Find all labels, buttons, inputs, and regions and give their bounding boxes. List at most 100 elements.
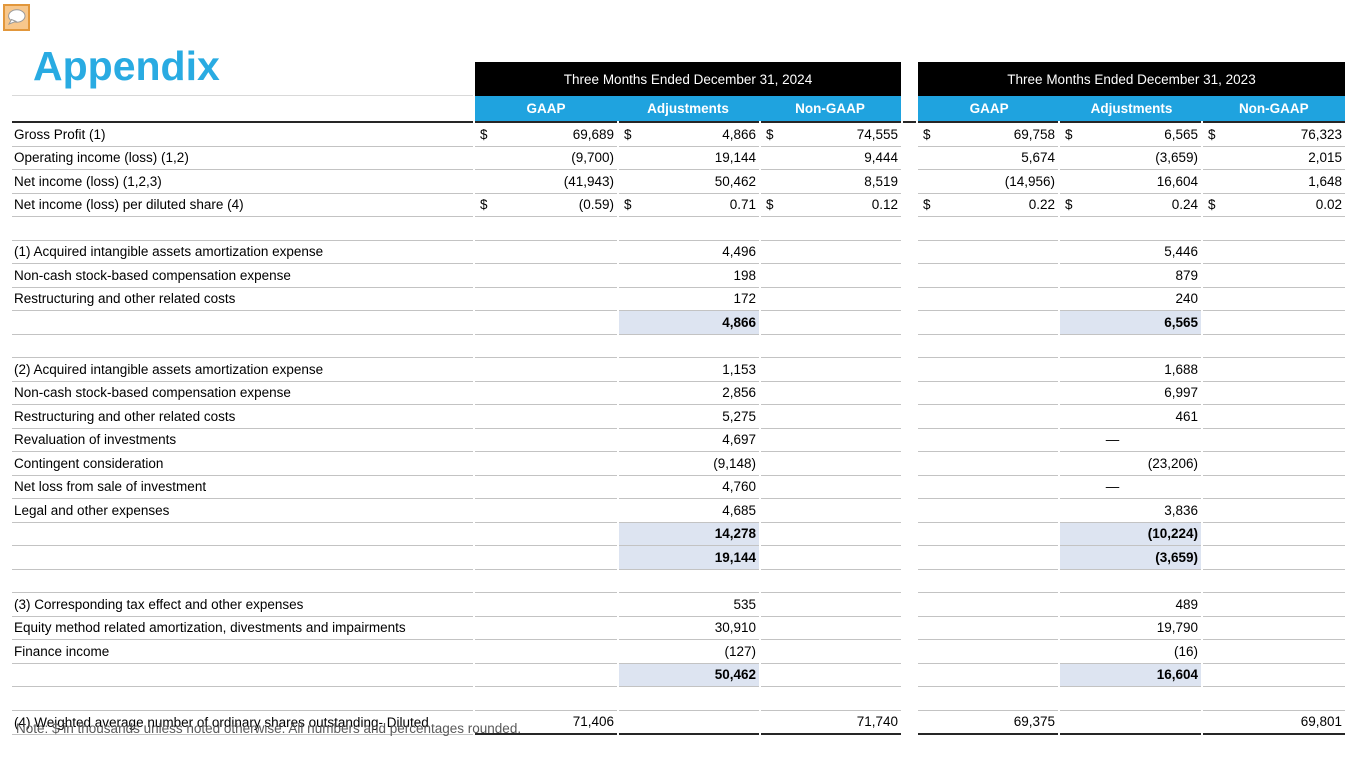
cell-gaap-2024 [475,288,617,311]
cell-gaap-2023 [918,523,1058,546]
period-header-row: Three Months Ended December 31, 2024 Thr… [12,62,1345,96]
cell-gaap-2024: (9,700) [475,147,617,170]
cell-gaap-2024 [475,217,617,241]
currency-symbol: $ [923,197,931,213]
cell-adjustments-2024: 19,144 [619,546,759,570]
cell-gaap-2024 [475,335,617,358]
cell-adjustments-2023: 461 [1060,405,1201,429]
group-gap [903,382,916,406]
cell-nongaap-2023 [1203,452,1345,476]
cell-adjustments-2023: 6,997 [1060,382,1201,405]
group-gap [903,335,916,359]
measure-headers-2023: GAAP Adjustments Non-GAAP [918,96,1345,121]
cell-nongaap-2024 [761,405,901,429]
cell-gaap-2024 [475,640,617,664]
cell-adjustments-2023: 16,604 [1060,663,1201,687]
cell-nongaap-2023 [1203,429,1345,452]
currency-symbol: $ [480,126,488,142]
row-label: Non-cash stock-based compensation expens… [12,264,473,288]
table-row [12,687,1345,711]
cell-adjustments-2023: 3,836 [1060,499,1201,523]
cell-gaap-2024: 71,406 [475,711,617,735]
cell-gaap-2023: $0.22 [918,194,1058,217]
cell-adjustments-2024: 4,697 [619,429,759,452]
cell-gaap-2023 [918,241,1058,264]
cell-nongaap-2024 [761,217,901,241]
cell-gaap-2024 [475,570,617,593]
cell-nongaap-2023 [1203,640,1345,664]
group-gap [903,194,916,218]
cell-value: 6,565 [1164,126,1198,142]
cell-gaap-2024 [475,429,617,452]
cell-value: 0.02 [1315,197,1342,213]
cell-adjustments-2023 [1060,217,1201,241]
cell-adjustments-2024: $0.71 [619,194,759,217]
cell-adjustments-2023 [1060,335,1201,358]
cell-nongaap-2024 [761,358,901,382]
currency-symbol: $ [766,197,774,213]
group-gap [903,640,916,664]
cell-gaap-2024 [475,382,617,405]
cell-gaap-2023 [918,452,1058,476]
cell-nongaap-2023 [1203,664,1345,687]
cell-gaap-2023 [918,288,1058,311]
cell-value: 0.71 [729,197,756,213]
group-gap [903,170,916,194]
currency-symbol: $ [1208,197,1216,213]
cell-gaap-2023 [918,264,1058,288]
cell-nongaap-2023 [1203,382,1345,405]
row-label: (3) Corresponding tax effect and other e… [12,593,473,617]
cell-gaap-2023 [918,311,1058,335]
cell-gaap-2024 [475,617,617,640]
table-row: Equity method related amortization, dive… [12,617,1345,640]
row-label: Restructuring and other related costs [12,288,473,311]
currency-symbol: $ [1065,126,1073,142]
group-gap [903,405,916,429]
cell-adjustments-2023: 16,604 [1060,170,1201,194]
cell-adjustments-2024 [619,711,759,735]
cell-gaap-2023 [918,640,1058,664]
cell-adjustments-2023: — [1060,476,1201,499]
speech-bubble-icon [7,9,26,26]
group-gap [903,217,916,241]
group-gap [903,711,916,736]
page-title: Appendix [33,43,220,89]
table-row: Non-cash stock-based compensation expens… [12,382,1345,406]
cell-gaap-2024: $ (0.59) [475,194,617,217]
table-row: Operating income (loss) (1,2) (9,700) 19,1… [12,147,1345,170]
cell-adjustments-2023: (16) [1060,640,1201,664]
cell-nongaap-2023 [1203,311,1345,335]
group-gap [903,499,916,523]
cell-adjustments-2024 [619,335,759,358]
row-label: Contingent consideration [12,452,473,476]
cell-value: 0.12 [871,197,898,213]
table-row [12,570,1345,593]
cell-nongaap-2024 [761,593,901,617]
table-row: Revaluation of investments 4,697 — [12,429,1345,452]
cell-nongaap-2023: $0.02 [1203,194,1345,217]
cell-gaap-2023 [918,382,1058,405]
row-label: Legal and other expenses [12,499,473,523]
cell-nongaap-2024 [761,264,901,288]
cell-gaap-2024: $69,689 [475,121,617,147]
cell-adjustments-2024 [619,687,759,711]
row-label [12,217,473,241]
comment-annotation-button[interactable] [3,4,30,31]
cell-gaap-2023 [918,499,1058,523]
period-header-2024: Three Months Ended December 31, 2024 [475,62,901,96]
label-column-subheader [12,96,473,121]
cell-nongaap-2024 [761,335,901,358]
cell-gaap-2023 [918,429,1058,452]
row-label [12,546,473,570]
row-label: (2) Acquired intangible assets amortizat… [12,358,473,382]
cell-adjustments-2024: 535 [619,593,759,617]
group-gap [903,96,916,121]
cell-adjustments-2024: 30,910 [619,617,759,640]
table-row: 14,278 (10,224) [12,522,1345,546]
cell-adjustments-2023: $0.24 [1060,194,1201,217]
cell-gaap-2023 [918,593,1058,617]
table-body: Gross Profit (1) $69,689 $4,866 $74,555 $69,… [12,121,1345,735]
table-row: (4) Weighted average number of ordinary … [12,711,1345,736]
table-row: Restructuring and other related costs 172… [12,288,1345,311]
